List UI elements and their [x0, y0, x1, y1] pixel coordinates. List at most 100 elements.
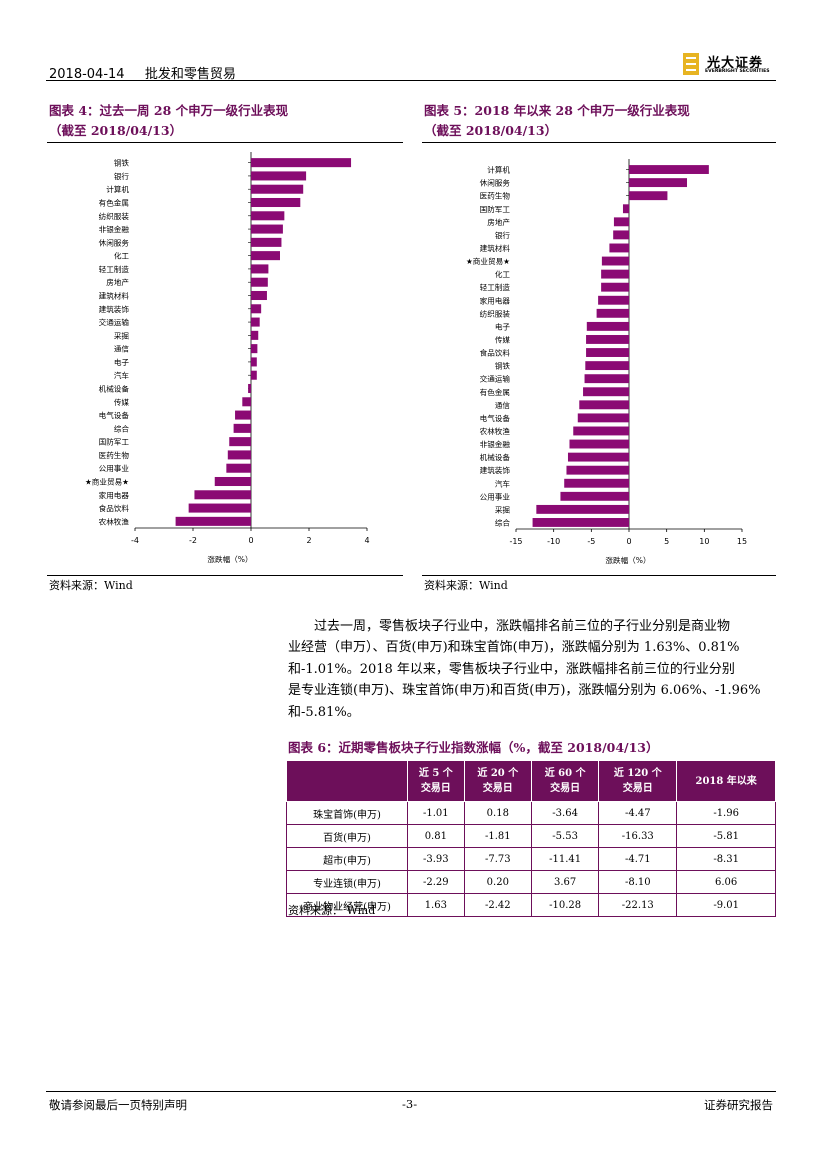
category-label: ★商业贸易★ [85, 477, 129, 487]
table-cell: -9.01 [676, 893, 776, 917]
category-label: 交通运输 [99, 317, 130, 327]
bar [251, 171, 307, 181]
x-tick-label: -15 [509, 537, 522, 546]
table-cell: -2.29 [407, 870, 465, 894]
bar [251, 211, 285, 221]
x-tick-label: 4 [364, 536, 369, 545]
bar [629, 165, 709, 174]
table-cell: -4.71 [598, 847, 678, 871]
category-label: 非银金融 [99, 224, 130, 234]
subsector-returns-table: 近 5 个交易日 近 20 个交易日 近 60 个交易日 近 120 个交易日 … [286, 760, 776, 917]
category-label: 电气设备 [480, 413, 511, 423]
table-cell: 0.18 [464, 801, 532, 825]
paragraph-line: 是专业连锁(申万)、珠宝首饰(申万)和百货(申万)，涨跌幅分别为 6.06%、-… [288, 683, 761, 699]
table-header-row: 近 5 个交易日 近 20 个交易日 近 60 个交易日 近 120 个交易日 … [286, 760, 776, 802]
category-label: 国防军工 [99, 437, 130, 447]
category-label: 休闲服务 [99, 237, 130, 247]
row-label: 百货(申万) [286, 824, 408, 848]
bar [601, 256, 629, 266]
bar [251, 277, 268, 287]
figure6-title: 图表 6：近期零售板块子行业指数涨幅（%，截至 2018/04/13） [288, 740, 659, 755]
category-label: 传媒 [495, 334, 511, 344]
table-cell: -11.41 [531, 847, 600, 871]
category-label: 汽车 [495, 478, 511, 488]
bar [251, 317, 260, 327]
category-label: 通信 [495, 400, 511, 410]
category-label: 电气设备 [99, 410, 130, 420]
bar [598, 295, 629, 305]
table-cell: -8.31 [676, 847, 776, 871]
category-label: 综合 [495, 517, 511, 527]
category-label: 化工 [495, 269, 511, 279]
x-tick-label: 2 [306, 536, 311, 545]
bar [251, 158, 352, 168]
bar [569, 439, 629, 449]
table-cell: 0.20 [464, 870, 532, 894]
figure4-title: 图表 4：过去一周 28 个申万一级行业表现 [49, 103, 289, 118]
bar [251, 370, 257, 380]
row-label: 商业物业经营(申万) [286, 893, 408, 917]
bar [601, 269, 629, 279]
category-label: 采掘 [114, 330, 130, 340]
bar [586, 348, 629, 357]
category-label: 房地产 [106, 277, 129, 287]
table-row: 百货(申万) 0.81 -1.81 -5.53 -16.33 -5.81 [286, 824, 776, 848]
bar [233, 423, 251, 433]
bar [564, 478, 629, 488]
footer-report-type: 证券研究报告 [704, 1098, 773, 1112]
table-cell: -7.73 [464, 847, 532, 871]
category-label: 医药生物 [480, 191, 511, 201]
table-header-cell: 近 60 个交易日 [530, 760, 600, 802]
bar [251, 237, 282, 247]
page-number: -3- [402, 1097, 418, 1111]
table-cell: -3.64 [531, 801, 600, 825]
x-tick-label: 0 [248, 536, 253, 545]
category-label: 有色金属 [99, 198, 129, 208]
x-tick-label: -5 [587, 537, 595, 546]
bar [242, 397, 251, 407]
category-label: 银行 [114, 171, 130, 181]
category-label: ★商业贸易★ [466, 256, 510, 266]
x-tick-label: 15 [737, 537, 747, 546]
bar [596, 308, 629, 318]
bar [585, 361, 629, 371]
category-label: 轻工制造 [99, 264, 130, 274]
brand-logo: 光大证券 EVERBRIGHT SECURITIES [683, 52, 778, 78]
footer-disclaimer: 敬请参阅最后一页特别声明 [49, 1098, 187, 1112]
bar [194, 490, 251, 500]
bar [251, 357, 257, 367]
table-row: 专业连锁(申万) -2.29 0.20 3.67 -8.10 6.06 [286, 870, 776, 894]
bar [583, 387, 629, 397]
bar [251, 184, 304, 194]
category-label: 电子 [495, 321, 511, 331]
table-cell: 0.81 [407, 824, 465, 848]
x-tick-label: 0 [626, 537, 631, 546]
bar [227, 450, 251, 460]
x-tick-label: -4 [131, 536, 139, 545]
analysis-paragraph: 过去一周，零售板块子行业中，涨跌幅排名前三位的子行业分别是商业物 业经营（申万）… [288, 616, 778, 723]
table-cell: 3.67 [531, 870, 600, 894]
figure5-chart-box: -15 -10 -5 0 5 10 15 计算机 休闲服务 医药生物 国防军工 房地产 银行 建筑材料 ★商… [422, 142, 776, 576]
bar [248, 383, 251, 394]
x-axis-label: 涨跌幅（%） [207, 554, 252, 564]
bar [251, 224, 283, 234]
figure5-title-block: 图表 5：2018 年以来 28 个申万一级行业表现 （截至 2018/04/1… [424, 101, 690, 141]
table-row: 超市(申万) -3.93 -7.73 -11.41 -4.71 -8.31 [286, 847, 776, 871]
table-cell: -1.81 [464, 824, 532, 848]
bar [566, 465, 629, 475]
category-label: 交通运输 [480, 374, 511, 384]
paragraph-line: 过去一周，零售板块子行业中，涨跌幅排名前三位的子行业分别是商业物 [314, 619, 731, 634]
category-label: 建筑材料 [480, 243, 511, 253]
category-label: 食品饮料 [480, 348, 511, 358]
figure4-chart: -4 -2 0 2 4 钢铁银行计算机有色金属纺织服装非银金融休闲服务化工轻工制造房地产建… [85, 152, 370, 564]
bar [175, 516, 251, 526]
category-label: 汽车 [114, 370, 130, 380]
category-label: 农林牧渔 [99, 516, 130, 526]
table-row: 珠宝首饰(申万) -1.01 0.18 -3.64 -4.47 -1.96 [286, 801, 776, 825]
figure5-title: 图表 5：2018 年以来 28 个申万一级行业表现 [424, 103, 690, 118]
bar [251, 290, 267, 301]
brand-logo-icon [683, 53, 699, 75]
row-label: 超市(申万) [286, 847, 408, 871]
x-tick-label: 5 [664, 537, 669, 546]
row-label: 专业连锁(申万) [286, 870, 408, 894]
